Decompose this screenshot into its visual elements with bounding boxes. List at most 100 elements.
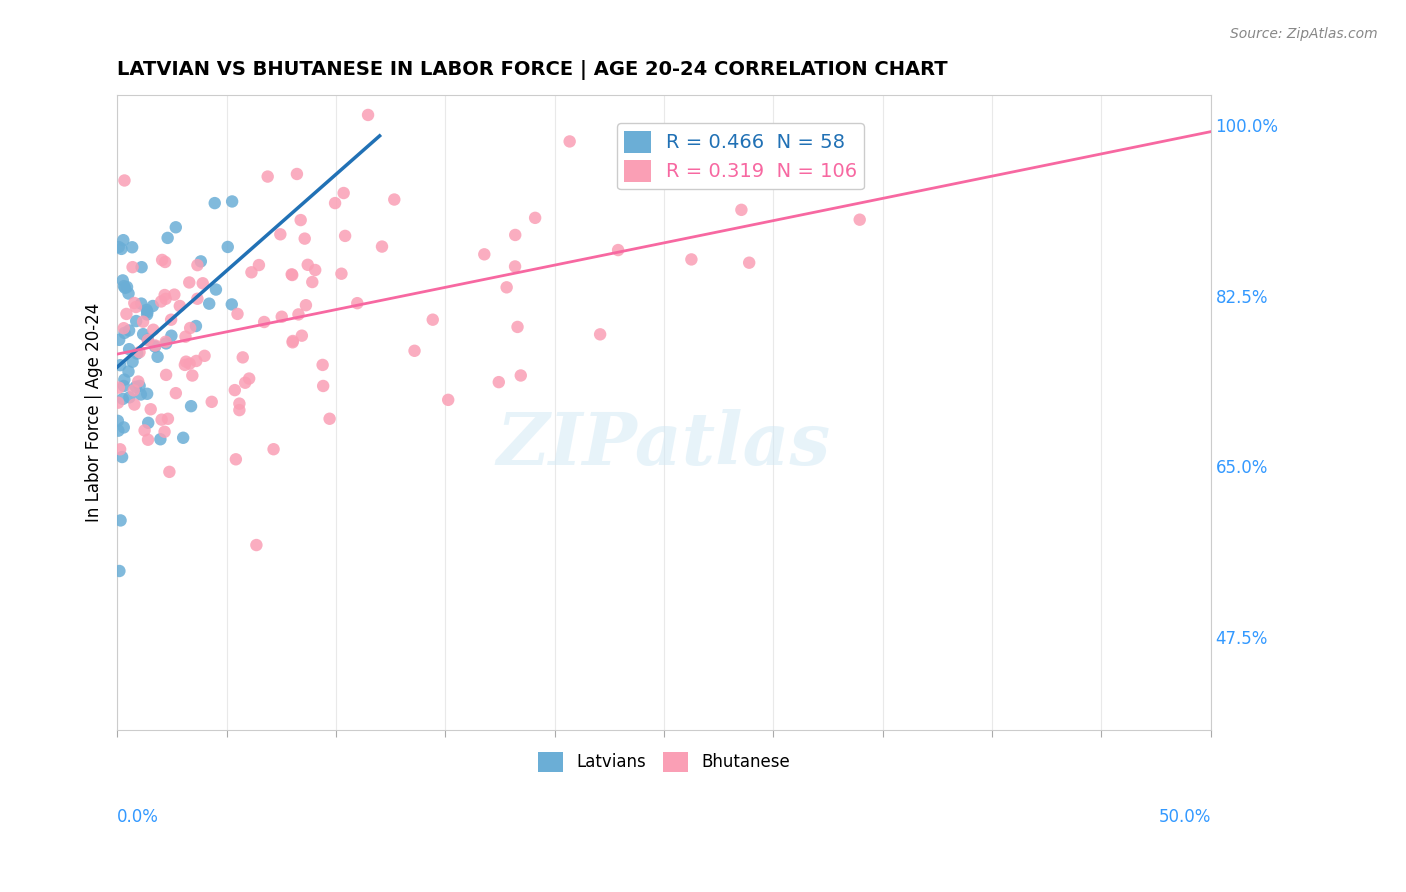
Latvians <box>165 220 187 235</box>
Bhutanese <box>165 386 187 401</box>
Bhutanese <box>256 169 278 184</box>
Bhutanese <box>150 412 173 426</box>
Bhutanese <box>134 424 156 438</box>
Bhutanese <box>122 384 145 398</box>
Text: 0.0%: 0.0% <box>117 808 159 826</box>
Latvians <box>107 240 129 254</box>
Latvians <box>146 350 169 364</box>
Bhutanese <box>312 379 335 393</box>
Bhutanese <box>173 358 195 372</box>
Bhutanese <box>270 310 292 324</box>
Latvians <box>132 327 155 342</box>
Bhutanese <box>437 392 460 407</box>
Text: ZIPatlas: ZIPatlas <box>496 409 831 480</box>
Latvians <box>221 194 243 209</box>
Latvians <box>155 336 177 351</box>
Latvians <box>112 233 135 247</box>
Latvians <box>190 254 212 268</box>
Bhutanese <box>318 411 340 425</box>
Latvians <box>127 346 149 360</box>
Latvians <box>111 450 134 464</box>
Bhutanese <box>280 268 302 282</box>
Bhutanese <box>240 265 263 279</box>
Bhutanese <box>136 433 159 447</box>
Latvians <box>107 424 129 438</box>
Bhutanese <box>332 186 354 200</box>
Latvians <box>149 432 172 446</box>
Bhutanese <box>121 260 143 274</box>
Bhutanese <box>186 354 208 368</box>
Bhutanese <box>589 327 612 342</box>
Latvians <box>136 308 159 322</box>
Bhutanese <box>150 252 173 267</box>
Latvians <box>125 314 148 328</box>
Latvians <box>117 286 139 301</box>
Bhutanese <box>346 296 368 310</box>
Bhutanese <box>108 442 131 457</box>
Bhutanese <box>107 395 129 409</box>
Latvians <box>112 279 135 293</box>
Bhutanese <box>371 239 394 253</box>
Latvians <box>221 297 243 311</box>
Bhutanese <box>558 135 581 149</box>
Text: LATVIAN VS BHUTANESE IN LABOR FORCE | AGE 20-24 CORRELATION CHART: LATVIAN VS BHUTANESE IN LABOR FORCE | AG… <box>117 60 948 79</box>
Bhutanese <box>607 243 630 257</box>
Latvians <box>112 373 135 387</box>
Bhutanese <box>263 442 285 457</box>
Bhutanese <box>297 258 319 272</box>
Latvians <box>135 302 157 317</box>
Latvians <box>131 260 153 275</box>
Bhutanese <box>107 381 129 395</box>
Bhutanese <box>156 411 179 425</box>
Bhutanese <box>224 383 246 397</box>
Bhutanese <box>422 312 444 326</box>
Latvians <box>129 296 152 310</box>
Latvians <box>136 416 159 430</box>
Bhutanese <box>281 334 304 348</box>
Latvians <box>111 273 134 287</box>
Bhutanese <box>382 193 405 207</box>
Latvians <box>107 414 129 428</box>
Latvians <box>115 280 138 294</box>
Latvians <box>136 386 159 401</box>
Latvians <box>114 326 136 340</box>
Latvians <box>160 328 183 343</box>
Bhutanese <box>730 202 752 217</box>
Bhutanese <box>304 263 326 277</box>
Latvians <box>118 324 141 338</box>
Latvians <box>118 390 141 404</box>
Latvians <box>184 318 207 333</box>
Bhutanese <box>503 260 526 274</box>
Latvians <box>129 387 152 401</box>
Bhutanese <box>124 398 146 412</box>
Legend: R = 0.466  N = 58, R = 0.319  N = 106: R = 0.466 N = 58, R = 0.319 N = 106 <box>617 123 865 189</box>
Bhutanese <box>114 173 136 187</box>
Latvians <box>108 564 131 578</box>
Bhutanese <box>295 298 318 312</box>
Latvians <box>198 296 221 310</box>
Latvians <box>117 364 139 378</box>
Bhutanese <box>193 349 215 363</box>
Bhutanese <box>333 228 356 243</box>
Bhutanese <box>155 292 177 306</box>
Bhutanese <box>136 333 159 347</box>
Bhutanese <box>330 267 353 281</box>
Bhutanese <box>153 425 176 439</box>
Latvians <box>172 431 194 445</box>
Latvians <box>205 283 228 297</box>
Bhutanese <box>287 307 309 321</box>
Bhutanese <box>253 315 276 329</box>
Bhutanese <box>125 300 148 314</box>
Bhutanese <box>285 167 308 181</box>
Latvians <box>128 379 150 393</box>
Bhutanese <box>509 368 531 383</box>
Latvians <box>156 231 179 245</box>
Bhutanese <box>153 288 176 302</box>
Latvians <box>121 355 143 369</box>
Bhutanese <box>281 335 304 350</box>
Bhutanese <box>181 368 204 383</box>
Latvians <box>110 513 132 527</box>
Bhutanese <box>174 354 197 368</box>
Bhutanese <box>848 212 870 227</box>
Bhutanese <box>186 258 208 272</box>
